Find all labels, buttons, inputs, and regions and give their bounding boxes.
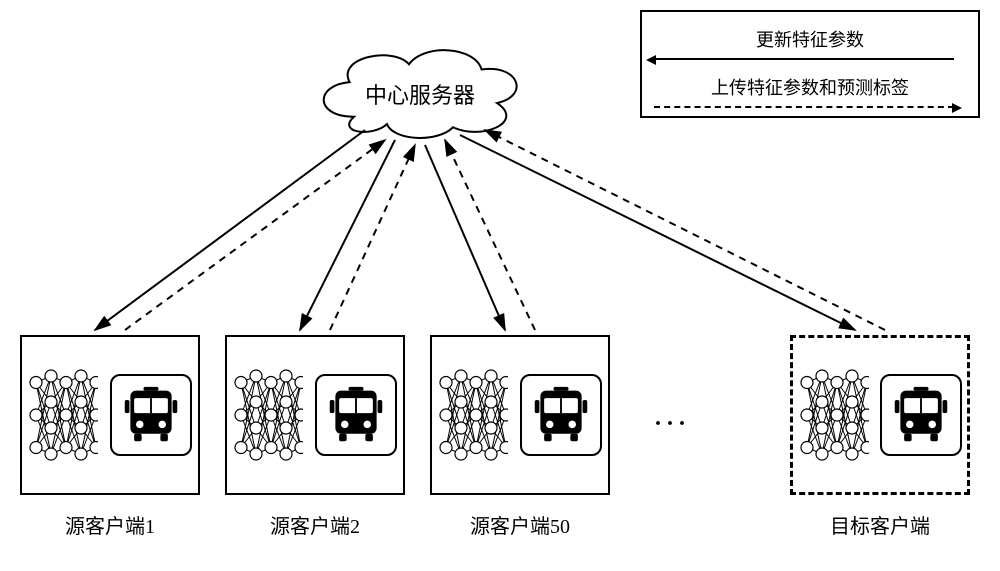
client-label-0: 源客户端1 [20, 510, 200, 539]
arrow-solid-3 [460, 135, 855, 330]
bus-icon [326, 385, 386, 445]
arrow-dashed-0 [125, 140, 385, 330]
arrow-solid-2 [425, 145, 505, 330]
client-box-0 [20, 335, 200, 495]
bus-icon [891, 385, 951, 445]
arrow-solid-0 [95, 130, 365, 330]
neural-net-icon [799, 350, 869, 480]
cloud-label: 中心服务器 [350, 78, 490, 110]
bus-icon [121, 385, 181, 445]
legend-dashed-arrow [654, 106, 954, 108]
bus-box [520, 374, 602, 456]
legend-dashed-label: 上传特征参数和预测标签 [654, 74, 966, 100]
bus-box [315, 374, 397, 456]
bus-icon [531, 385, 591, 445]
neural-net-icon [438, 350, 508, 480]
client-label-2: 源客户端50 [430, 510, 610, 539]
legend-solid-arrow [654, 58, 954, 60]
arrow-dashed-1 [330, 145, 415, 330]
arrow-solid-1 [300, 140, 395, 330]
bus-box [880, 374, 962, 456]
legend-row-solid: 更新特征参数 [654, 26, 966, 52]
legend-box: 更新特征参数 上传特征参数和预测标签 [640, 10, 980, 118]
client-label-3: 目标客户端 [790, 510, 970, 539]
legend-solid-label: 更新特征参数 [654, 26, 966, 52]
bus-box [110, 374, 192, 456]
client-box-2 [430, 335, 610, 495]
ellipsis: . . . [655, 405, 685, 432]
arrow-dashed-3 [485, 130, 885, 330]
client-box-3 [790, 335, 970, 495]
client-box-1 [225, 335, 405, 495]
neural-net-icon [233, 350, 303, 480]
legend-row-dashed: 上传特征参数和预测标签 [654, 74, 966, 100]
neural-net-icon [28, 350, 98, 480]
client-label-1: 源客户端2 [225, 510, 405, 539]
arrow-dashed-2 [445, 140, 535, 330]
